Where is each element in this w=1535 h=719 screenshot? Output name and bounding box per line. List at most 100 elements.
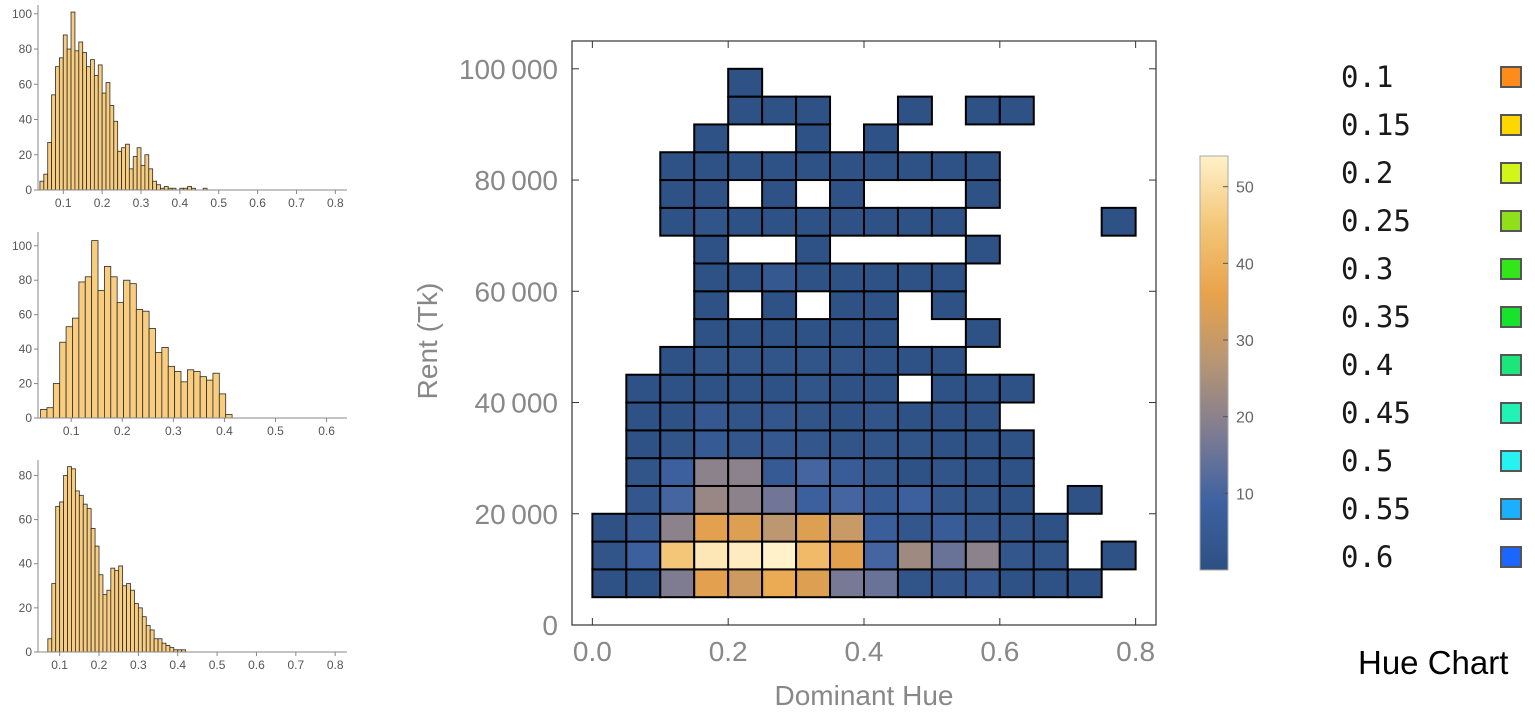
histogram-bar <box>129 283 137 419</box>
histogram-bar <box>98 574 104 653</box>
heatmap-cell <box>863 206 899 237</box>
heatmap-cell <box>659 345 696 376</box>
heatmap-cell <box>727 429 764 460</box>
heatmap-cell <box>998 429 1035 460</box>
colorbar-tick-label: 30 <box>1236 333 1254 350</box>
histogram-bar <box>52 383 61 419</box>
heatmap-cell <box>693 206 730 237</box>
heatmap-cell <box>829 179 865 209</box>
heatmap-cell <box>964 401 1001 432</box>
histogram-bar <box>86 66 91 191</box>
heatmap-cell <box>829 206 865 237</box>
heatmap-cell <box>998 540 1035 571</box>
hue-legend-label: 0.2 <box>1341 156 1394 190</box>
heatmap-cell <box>998 512 1035 543</box>
histogram-bar <box>193 371 201 419</box>
histogram-bar <box>206 379 214 419</box>
heatmap-cell <box>625 401 662 432</box>
x-tick-label: 0.1 <box>51 658 68 672</box>
heatmap-cell <box>964 457 1001 487</box>
heatmap-cell <box>693 429 730 460</box>
heatmap-cell <box>795 95 832 126</box>
heatmap-cell <box>829 318 865 348</box>
heatmap-cell <box>930 206 967 237</box>
y-tick-label: 0 <box>25 645 32 659</box>
heatmap-cell <box>693 540 730 571</box>
x-tick-label: 0.3 <box>165 424 182 438</box>
heatmap-cell <box>591 540 628 571</box>
heatmap-cell <box>659 401 696 432</box>
histogram-bar <box>74 50 80 191</box>
histogram-bar <box>47 638 53 653</box>
y-tick-label: 100 <box>12 7 32 21</box>
heatmap-cell <box>829 512 865 543</box>
heatmap-cell <box>930 373 967 404</box>
heatmap-cell <box>761 206 798 237</box>
heatmap-cell <box>761 429 798 460</box>
histogram-bar <box>97 290 105 419</box>
heatmap-plot: 0.0 0.2 0.4 0.6 0.8 0 20 000 40 000 60 000 80 000… <box>412 40 1157 711</box>
heatmap-cell <box>761 457 798 487</box>
heatmap-cell <box>998 457 1035 487</box>
x-tick-label: 0.4 <box>172 196 189 210</box>
heatmap-cell <box>693 345 730 376</box>
histogram-bar <box>58 57 64 191</box>
y-tick-label: 20 000 <box>475 499 558 530</box>
heatmap-cell <box>761 318 798 348</box>
heatmap-cell <box>1066 484 1103 515</box>
heatmap-cell <box>761 568 798 599</box>
histogram-bar <box>78 494 84 653</box>
y-tick-label: 80 <box>19 273 33 287</box>
heatmap-cell <box>998 373 1035 404</box>
heatmap-cell <box>693 512 730 543</box>
heatmap-cell <box>1032 540 1069 571</box>
histogram-bar <box>142 310 150 419</box>
hue-legend-swatch <box>1500 450 1522 472</box>
y-tick-label: 100 000 <box>459 54 558 85</box>
heatmap-cell <box>795 234 832 265</box>
heatmap-cell <box>727 540 764 571</box>
heatmap-cell <box>930 457 967 487</box>
heatmap-cell <box>761 151 798 182</box>
y-tick-label: 100 <box>12 239 32 253</box>
histogram-bar <box>114 569 120 653</box>
hue-legend-swatch <box>1500 66 1522 88</box>
histogram-3: 0.1 0.2 0.3 0.4 0.5 0.6 0.7 0.8 0 20 40 60 80 <box>19 460 347 672</box>
histogram-bar <box>59 501 64 653</box>
heatmap-cell <box>795 345 832 376</box>
heatmap-cell <box>693 568 730 599</box>
histogram-bar <box>103 266 112 419</box>
y-tick-label: 0 <box>542 610 558 641</box>
hue-legend-label: 0.4 <box>1341 348 1394 382</box>
histogram-bar <box>51 583 57 653</box>
heatmap-cell <box>863 540 899 571</box>
heatmap-cell <box>659 512 696 543</box>
heatmap-cell <box>727 512 764 543</box>
histogram-bar <box>157 638 163 653</box>
colorbar-gradient <box>1199 155 1229 571</box>
heatmap-cell <box>863 373 899 404</box>
y-tick-label: 20 <box>19 377 33 391</box>
heatmap-cell <box>795 318 832 348</box>
histogram-bar <box>165 644 171 653</box>
histogram-bar <box>123 279 131 419</box>
histogram-bar <box>186 369 195 419</box>
heatmap-cell <box>863 457 899 487</box>
heatmap-cell <box>761 345 798 376</box>
heatmap-cell <box>964 151 1001 182</box>
histogram-bar <box>116 302 124 419</box>
histogram-bar <box>169 647 175 653</box>
x-axis-label: Dominant Hue <box>775 680 954 711</box>
heatmap-cell <box>863 123 899 154</box>
hue-legend-label: 0.3 <box>1341 252 1394 286</box>
heatmap-cell <box>693 179 730 209</box>
histogram-bar <box>47 142 53 191</box>
heatmap-cell <box>964 95 1001 126</box>
hue-legend-swatch <box>1500 402 1522 424</box>
heatmap-cell <box>625 512 662 543</box>
colorbar-tick-label: 40 <box>1236 256 1254 273</box>
hue-legend-label: 0.45 <box>1341 396 1411 430</box>
heatmap-cell <box>795 401 832 432</box>
y-tick-label: 20 <box>19 601 33 615</box>
heatmap-cell <box>727 345 764 376</box>
